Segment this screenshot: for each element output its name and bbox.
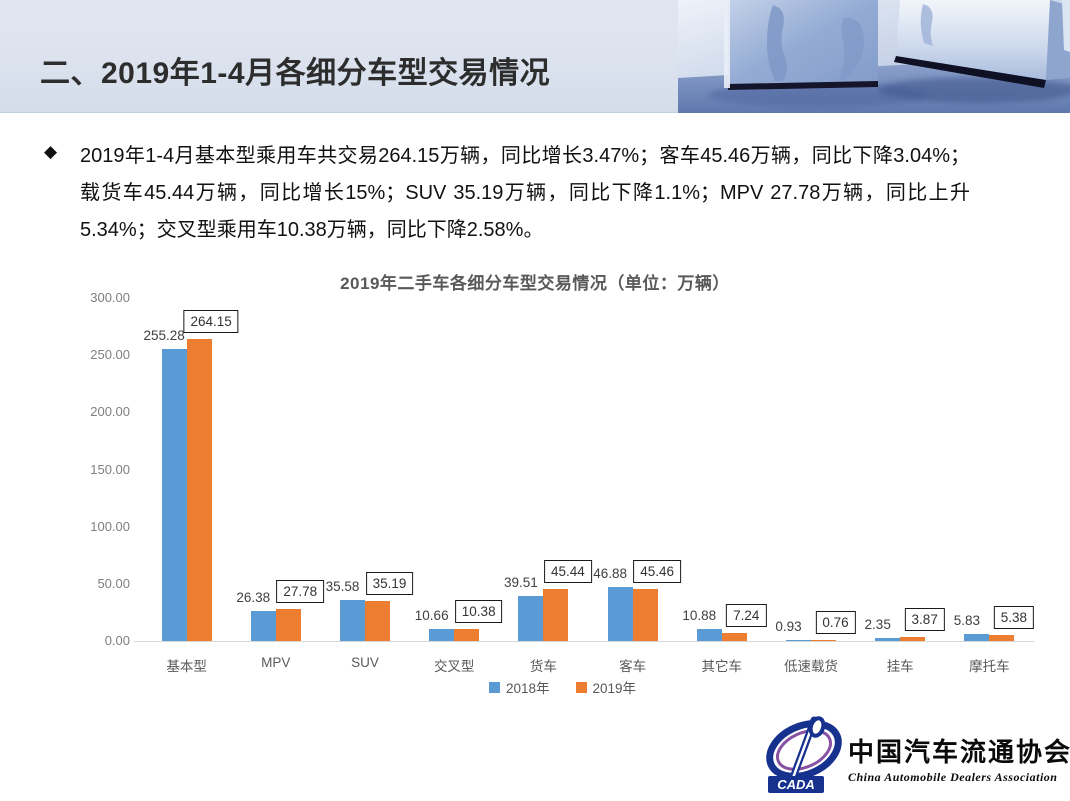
- bar-2018年-客车: [607, 587, 633, 641]
- data-label-2018年-货车: 39.51: [503, 575, 538, 590]
- x-axis-line: [134, 641, 1034, 642]
- logo-english-name: China Automobile Dealers Association: [848, 770, 1058, 784]
- y-axis-tick-label: 250.00: [90, 347, 130, 363]
- bar-2018年-低速载货: [786, 640, 811, 641]
- bar-2019年-MPV: [275, 609, 301, 641]
- y-axis-tick-label: 200.00: [90, 404, 130, 420]
- legend-item-2018年: 2018年: [488, 677, 550, 697]
- bar-2018年-其它车: [696, 629, 722, 641]
- y-axis-tick-label: 150.00: [90, 461, 130, 477]
- summary-bullet: ◆ 2019年1-4月基本型乘用车共交易264.15万辆，同比增长3.47%；客…: [42, 138, 1022, 249]
- x-axis-category-label: 客车: [619, 659, 647, 674]
- bar-chart: 2019年二手车各细分车型交易情况（单位：万辆） 255.28 264.15 26.…: [0, 265, 1070, 725]
- chart-title: 2019年二手车各细分车型交易情况（单位：万辆）: [340, 274, 730, 293]
- legend-color-swatch: [488, 681, 500, 693]
- data-label-2018年-低速载货: 0.93: [775, 619, 802, 634]
- legend-label: 2018年: [505, 681, 550, 696]
- cada-logo-mark: CADA: [766, 716, 842, 793]
- summary-text: 2019年1-4月基本型乘用车共交易264.15万辆，同比增长3.47%；客车4…: [80, 145, 970, 241]
- slide-header: 二、2019年1-4月各细分车型交易情况: [0, 0, 1070, 113]
- bar-2019年-客车: [632, 589, 658, 641]
- bar-2018年-SUV: [340, 600, 365, 641]
- x-axis-category-label: 货车: [529, 659, 557, 674]
- data-label-2018年-基本型: 255.28: [143, 328, 185, 343]
- data-label-2019年-SUV: 35.19: [365, 572, 414, 595]
- bar-2019年-交叉型: [454, 629, 480, 641]
- data-label-2019年-挂车: 3.87: [904, 608, 945, 631]
- data-label-2019年-基本型: 264.15: [183, 310, 239, 333]
- data-label-2019年-货车: 45.44: [543, 560, 592, 583]
- bar-2019年-低速载货: [811, 640, 836, 641]
- x-axis-category-label: 低速载货: [784, 659, 838, 674]
- bar-2018年-交叉型: [429, 629, 455, 641]
- cada-logo: CADA 中国汽车流通协会 China Automobile Dealers A…: [762, 714, 1070, 796]
- x-axis-category-label: 挂车: [886, 659, 914, 674]
- x-axis-category-label: MPV: [261, 655, 291, 670]
- page-title: 二、2019年1-4月各细分车型交易情况: [40, 57, 551, 90]
- legend-item-2019年: 2019年: [575, 677, 637, 697]
- bar-2019年-摩托车: [989, 635, 1015, 641]
- decorative-cubes-graphic: [678, 0, 1070, 113]
- y-axis-tick-label: 50.00: [97, 575, 130, 591]
- bar-2018年-挂车: [875, 638, 901, 641]
- data-label-2018年-挂车: 2.35: [864, 617, 891, 632]
- legend-label: 2019年: [592, 681, 637, 696]
- data-label-2019年-交叉型: 10.38: [454, 600, 503, 623]
- y-axis-tick-label: 300.00: [90, 290, 130, 305]
- data-label-2018年-摩托车: 5.83: [953, 613, 981, 628]
- data-label-2019年-其它车: 7.24: [726, 604, 767, 627]
- bar-2018年-货车: [518, 596, 544, 641]
- bar-2019年-SUV: [365, 601, 390, 641]
- cada-acronym: CADA: [777, 777, 815, 792]
- x-axis-category-label: SUV: [351, 655, 379, 670]
- bar-2019年-货车: [543, 589, 569, 641]
- data-label-2019年-低速载货: 0.76: [815, 611, 856, 634]
- data-label-2019年-客车: 45.46: [633, 560, 681, 583]
- bar-2018年-摩托车: [964, 634, 990, 641]
- data-label-2018年-其它车: 10.88: [682, 608, 717, 623]
- data-label-2019年-摩托车: 5.38: [993, 606, 1035, 629]
- data-label-2018年-客车: 46.88: [593, 566, 627, 581]
- bar-2019年-挂车: [900, 637, 926, 641]
- chart-legend: 2018年 2019年: [0, 677, 1070, 697]
- data-label-2018年-MPV: 26.38: [236, 590, 271, 605]
- bar-2018年-基本型: [161, 349, 187, 641]
- logo-chinese-name: 中国汽车流通协会: [848, 738, 1070, 767]
- bar-2018年-MPV: [250, 611, 276, 641]
- y-axis-tick-label: 100.00: [90, 518, 130, 534]
- data-label-2019年-MPV: 27.78: [276, 580, 325, 603]
- x-axis-category-label: 交叉型: [433, 659, 475, 674]
- data-label-2018年-交叉型: 10.66: [414, 608, 449, 623]
- bar-2019年-基本型: [186, 339, 212, 641]
- y-axis-tick-label: 0.00: [104, 633, 130, 648]
- x-axis-category-label: 其它车: [701, 659, 743, 674]
- data-label-2018年-SUV: 35.58: [325, 579, 360, 594]
- legend-color-swatch: [575, 681, 587, 693]
- diamond-bullet-icon: ◆: [44, 142, 58, 161]
- x-axis-category-label: 基本型: [166, 659, 207, 674]
- x-axis-category-label: 摩托车: [969, 659, 1010, 674]
- bar-2019年-其它车: [721, 633, 747, 641]
